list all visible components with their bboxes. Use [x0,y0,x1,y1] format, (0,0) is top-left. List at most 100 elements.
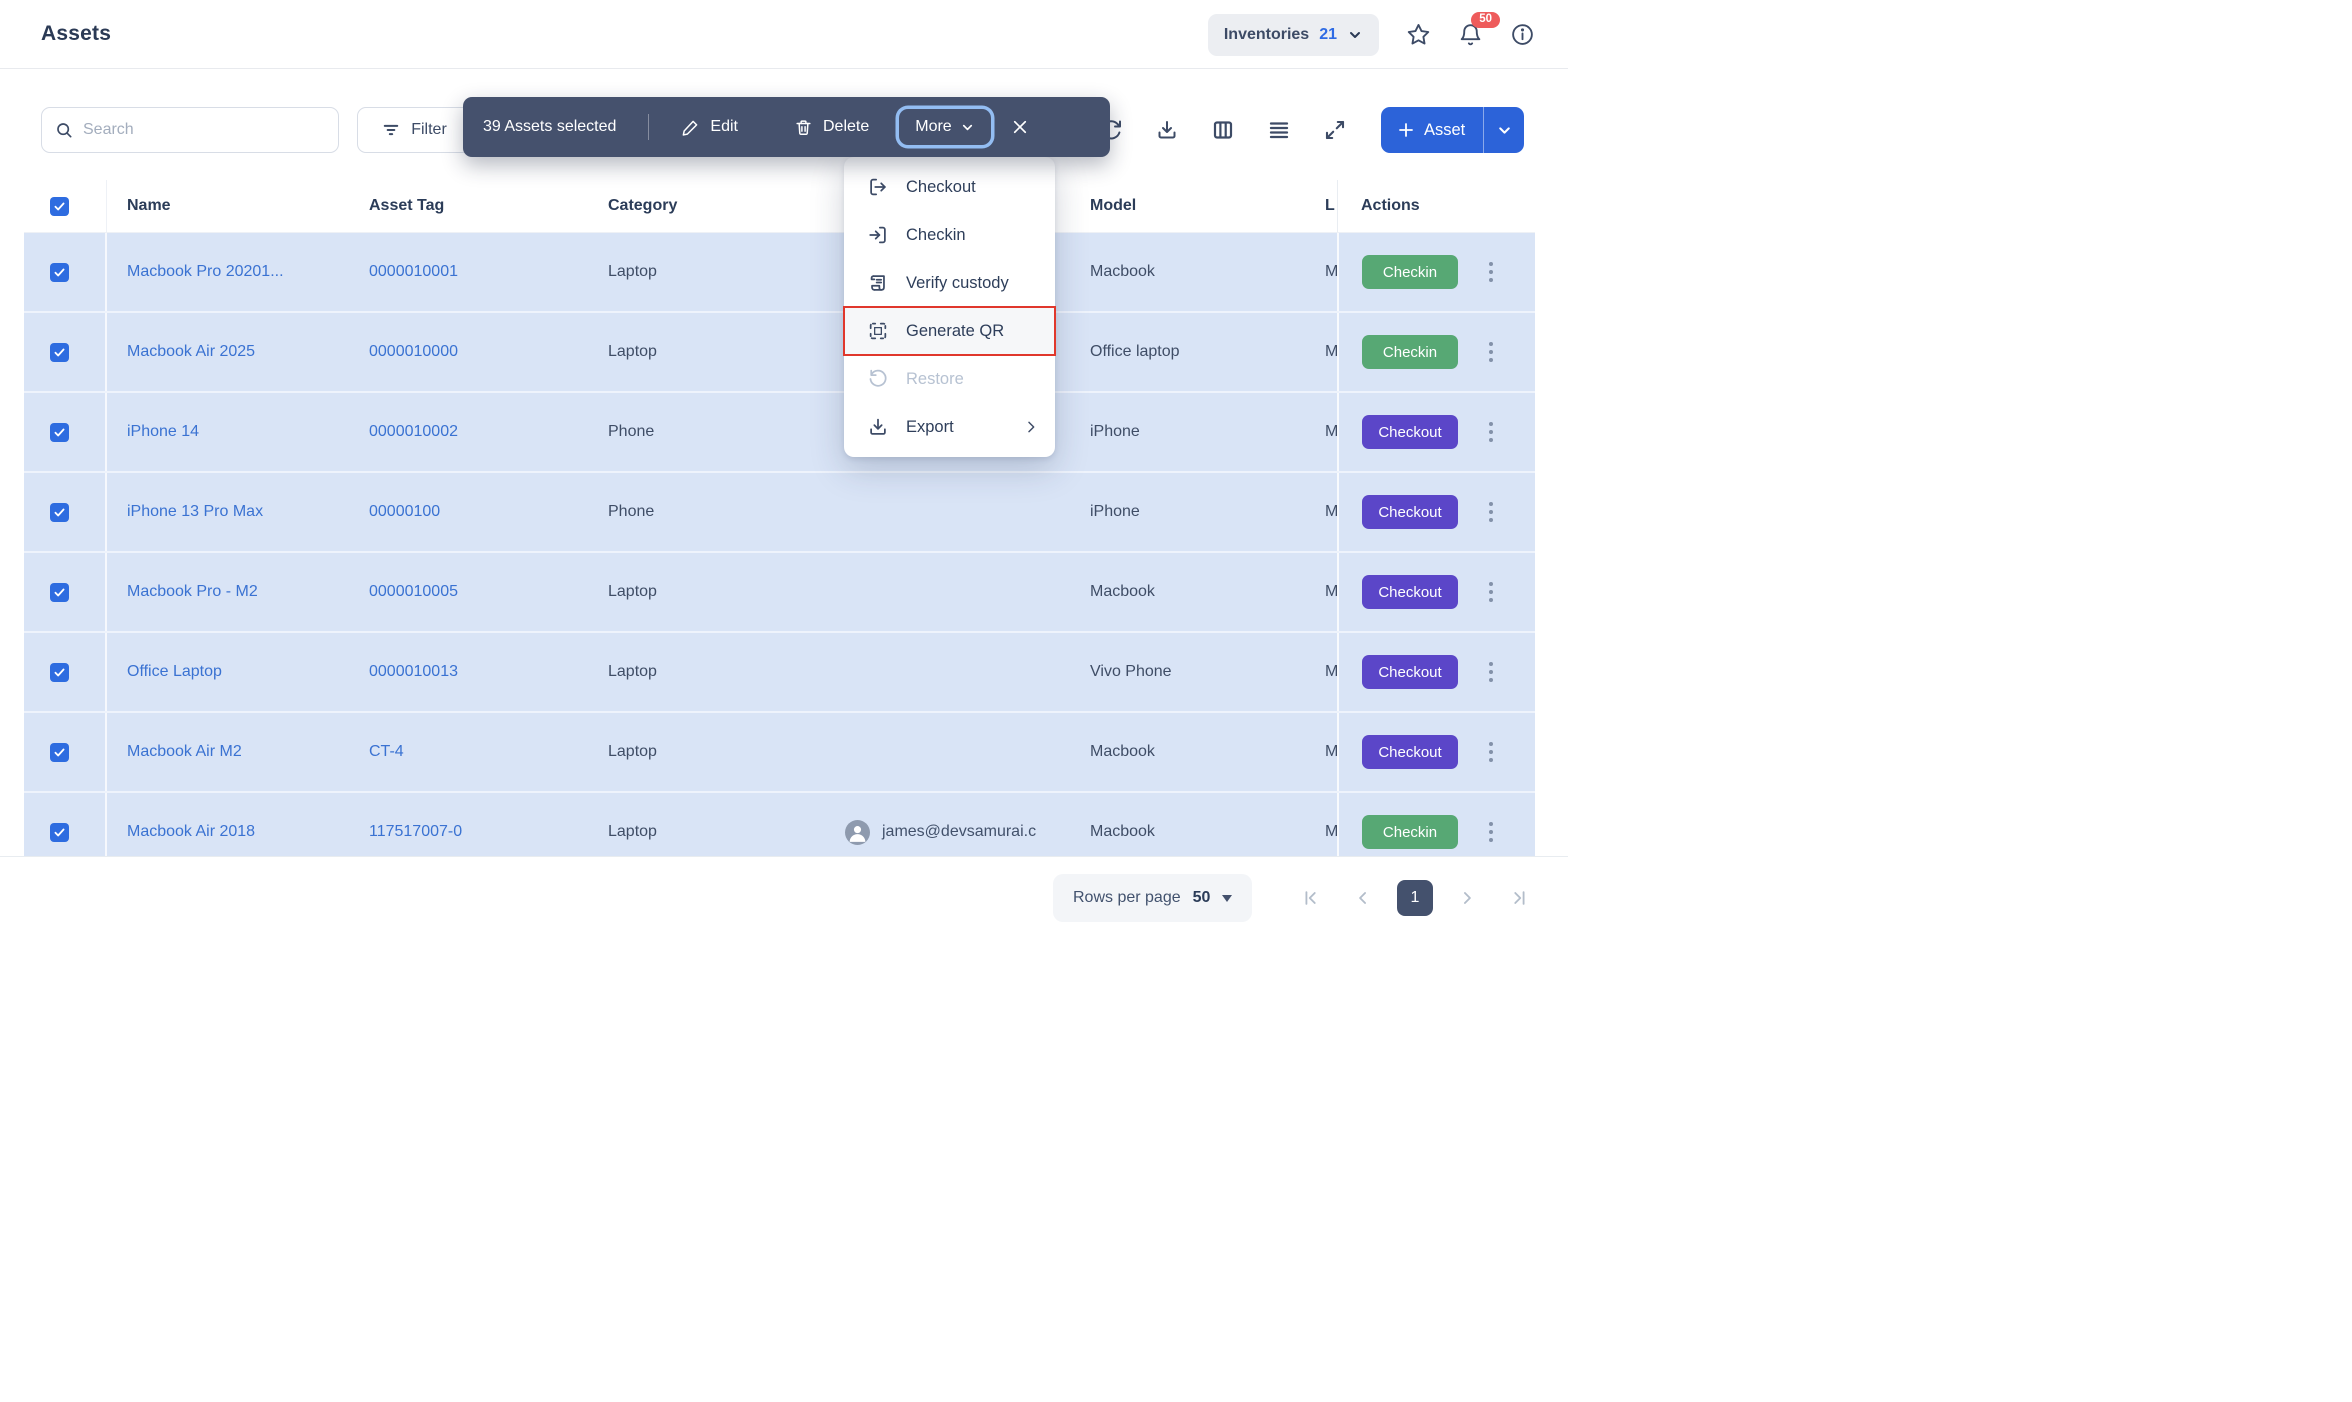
bulk-edit-button[interactable]: Edit [681,118,738,137]
row-action-button[interactable]: Checkin [1362,335,1458,369]
row-checkbox[interactable] [50,742,69,762]
pencil-icon [681,118,700,137]
column-header-model[interactable]: Model [1090,197,1137,214]
row-height-icon[interactable] [1267,118,1291,142]
asset-name-link[interactable]: Macbook Air 2025 [127,343,256,360]
asset-tag-link[interactable]: 0000010001 [369,263,458,280]
row-kebab-menu-icon[interactable] [1488,820,1494,844]
filter-button[interactable]: Filter [357,107,471,153]
table-row[interactable]: Macbook Pro 20201... 0000010001 Laptop j… [24,233,1535,313]
trash-icon [794,118,813,137]
category-value: Laptop [608,663,657,680]
row-action-button[interactable]: Checkout [1362,735,1458,769]
asset-name-link[interactable]: Macbook Air M2 [127,743,242,760]
row-action-button[interactable]: Checkin [1362,815,1458,849]
asset-name-link[interactable]: iPhone 14 [127,423,200,440]
menu-item-label: Generate QR [906,321,1005,340]
menu-item-generate-qr[interactable]: Generate QR [843,306,1056,356]
model-value: iPhone [1090,423,1140,440]
favorite-star-icon[interactable] [1405,22,1431,48]
table-header-row: Name Asset Tag Category Model L Actions [24,180,1535,233]
table-row[interactable]: Office Laptop 0000010013 Laptop Vivo Pho… [24,633,1535,713]
chevron-down-icon [960,120,975,135]
current-page-button[interactable]: 1 [1397,880,1433,916]
row-kebab-menu-icon[interactable] [1488,740,1494,764]
table-row[interactable]: Macbook Air 2025 0000010000 Laptop james… [24,313,1535,393]
row-kebab-menu-icon[interactable] [1488,500,1494,524]
table-row[interactable]: Macbook Air 2018 117517007-0 Laptop jame… [24,793,1535,856]
column-header-category[interactable]: Category [608,197,678,214]
search-input[interactable] [83,121,326,139]
asset-tag-link[interactable]: 0000010005 [369,583,458,600]
asset-tag-link[interactable]: 0000010000 [369,343,458,360]
bulk-more-button[interactable]: More [899,109,990,145]
table-row[interactable]: iPhone 14 0000010002 Phone iPhone M Chec… [24,393,1535,473]
qr-scan-icon [867,320,889,342]
row-action-button[interactable]: Checkout [1362,575,1458,609]
row-kebab-menu-icon[interactable] [1488,340,1494,364]
add-asset-button[interactable]: Asset [1381,107,1485,153]
menu-item-restore[interactable]: Restore [844,355,1055,403]
last-checkout-clipped-value: M [1325,343,1337,360]
asset-tag-link[interactable]: 0000010013 [369,663,458,680]
next-page-icon[interactable] [1449,880,1485,916]
menu-item-checkin[interactable]: Checkin [844,211,1055,259]
header-actions: Inventories 21 50 [1207,0,1535,69]
row-checkbox[interactable] [50,262,69,282]
asset-tag-link[interactable]: 0000010002 [369,423,458,440]
table-row[interactable]: Macbook Pro - M2 0000010005 Laptop Macbo… [24,553,1535,633]
row-action-button[interactable]: Checkout [1362,415,1458,449]
asset-name-link[interactable]: Macbook Pro - M2 [127,583,258,600]
columns-icon[interactable] [1211,118,1235,142]
menu-item-checkout[interactable]: Checkout [844,163,1055,211]
column-header-name[interactable]: Name [127,197,171,214]
asset-name-link[interactable]: iPhone 13 Pro Max [127,503,264,520]
row-checkbox[interactable] [50,582,69,602]
inventories-dropdown[interactable]: Inventories 21 [1207,13,1379,56]
asset-name-link[interactable]: Macbook Pro 20201... [127,263,284,280]
row-checkbox[interactable] [50,662,69,682]
menu-item-verify-custody[interactable]: Verify custody [844,259,1055,307]
select-all-checkbox[interactable] [50,196,69,216]
asset-tag-link[interactable]: CT-4 [369,743,404,760]
row-action-button[interactable]: Checkin [1362,255,1458,289]
previous-page-icon[interactable] [1345,880,1381,916]
pagination: 1 [1293,880,1537,916]
last-page-icon[interactable] [1501,880,1537,916]
plus-icon [1397,121,1415,139]
column-header-last-checkout-clipped[interactable]: L [1325,197,1335,214]
asset-name-link[interactable]: Office Laptop [127,663,222,680]
last-checkout-clipped-value: M [1325,503,1337,520]
table-row[interactable]: Macbook Air M2 CT-4 Laptop Macbook M Che… [24,713,1535,793]
table-row[interactable]: iPhone 13 Pro Max 00000100 Phone iPhone … [24,473,1535,553]
row-kebab-menu-icon[interactable] [1488,420,1494,444]
fullscreen-expand-icon[interactable] [1323,118,1347,142]
rows-per-page-select[interactable]: Rows per page 50 [1053,874,1253,922]
page-title: Assets [41,22,112,45]
verify-custody-icon [867,272,889,294]
row-kebab-menu-icon[interactable] [1488,660,1494,684]
close-selection-icon[interactable] [1011,118,1029,136]
row-checkbox[interactable] [50,422,69,442]
row-kebab-menu-icon[interactable] [1488,260,1494,284]
row-kebab-menu-icon[interactable] [1488,580,1494,604]
row-action-button[interactable]: Checkout [1362,655,1458,689]
first-page-icon[interactable] [1293,880,1329,916]
asset-name-link[interactable]: Macbook Air 2018 [127,823,256,840]
row-action-button[interactable]: Checkout [1362,495,1458,529]
row-checkbox[interactable] [50,502,69,522]
menu-item-label: Verify custody [906,273,1009,292]
row-checkbox[interactable] [50,342,69,362]
download-icon[interactable] [1155,118,1179,142]
menu-item-export[interactable]: Export [844,403,1055,451]
add-asset-dropdown-toggle[interactable] [1484,107,1524,153]
asset-tag-link[interactable]: 00000100 [369,503,441,520]
category-value: Laptop [608,263,657,280]
info-icon[interactable] [1509,22,1535,48]
asset-tag-link[interactable]: 117517007-0 [369,823,463,840]
row-checkbox[interactable] [50,822,69,842]
bulk-delete-button[interactable]: Delete [794,118,869,137]
column-header-asset-tag[interactable]: Asset Tag [369,197,445,214]
bulk-delete-label: Delete [823,118,870,135]
notifications-bell-icon[interactable]: 50 [1457,11,1500,48]
